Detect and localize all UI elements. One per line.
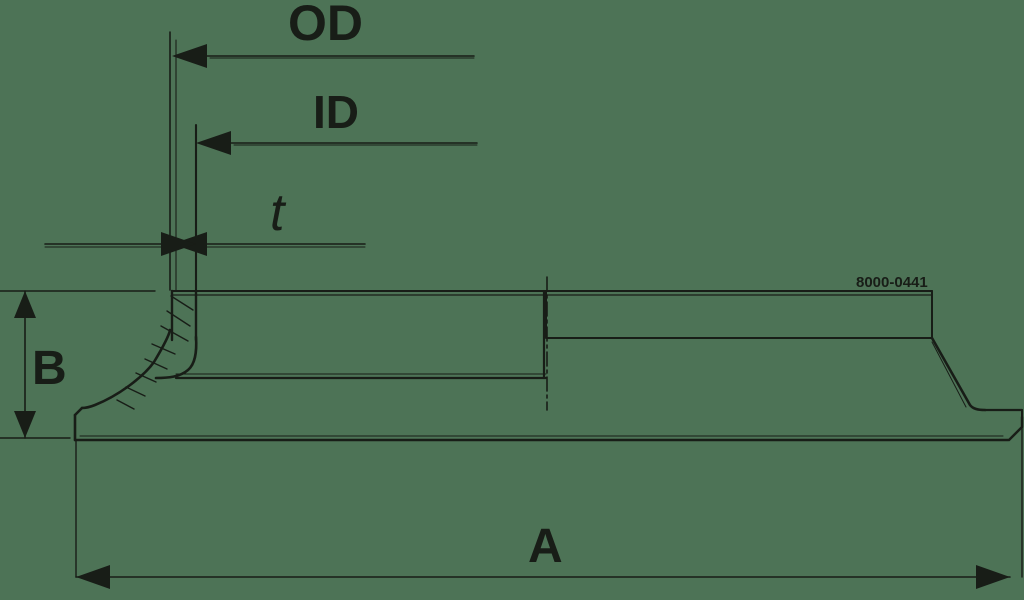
svg-text:8000-0441: 8000-0441	[856, 274, 928, 291]
svg-text:ID: ID	[313, 86, 359, 138]
svg-text:t: t	[270, 184, 287, 242]
svg-text:A: A	[528, 520, 563, 573]
svg-text:B: B	[32, 342, 67, 395]
svg-text:OD: OD	[288, 0, 363, 51]
